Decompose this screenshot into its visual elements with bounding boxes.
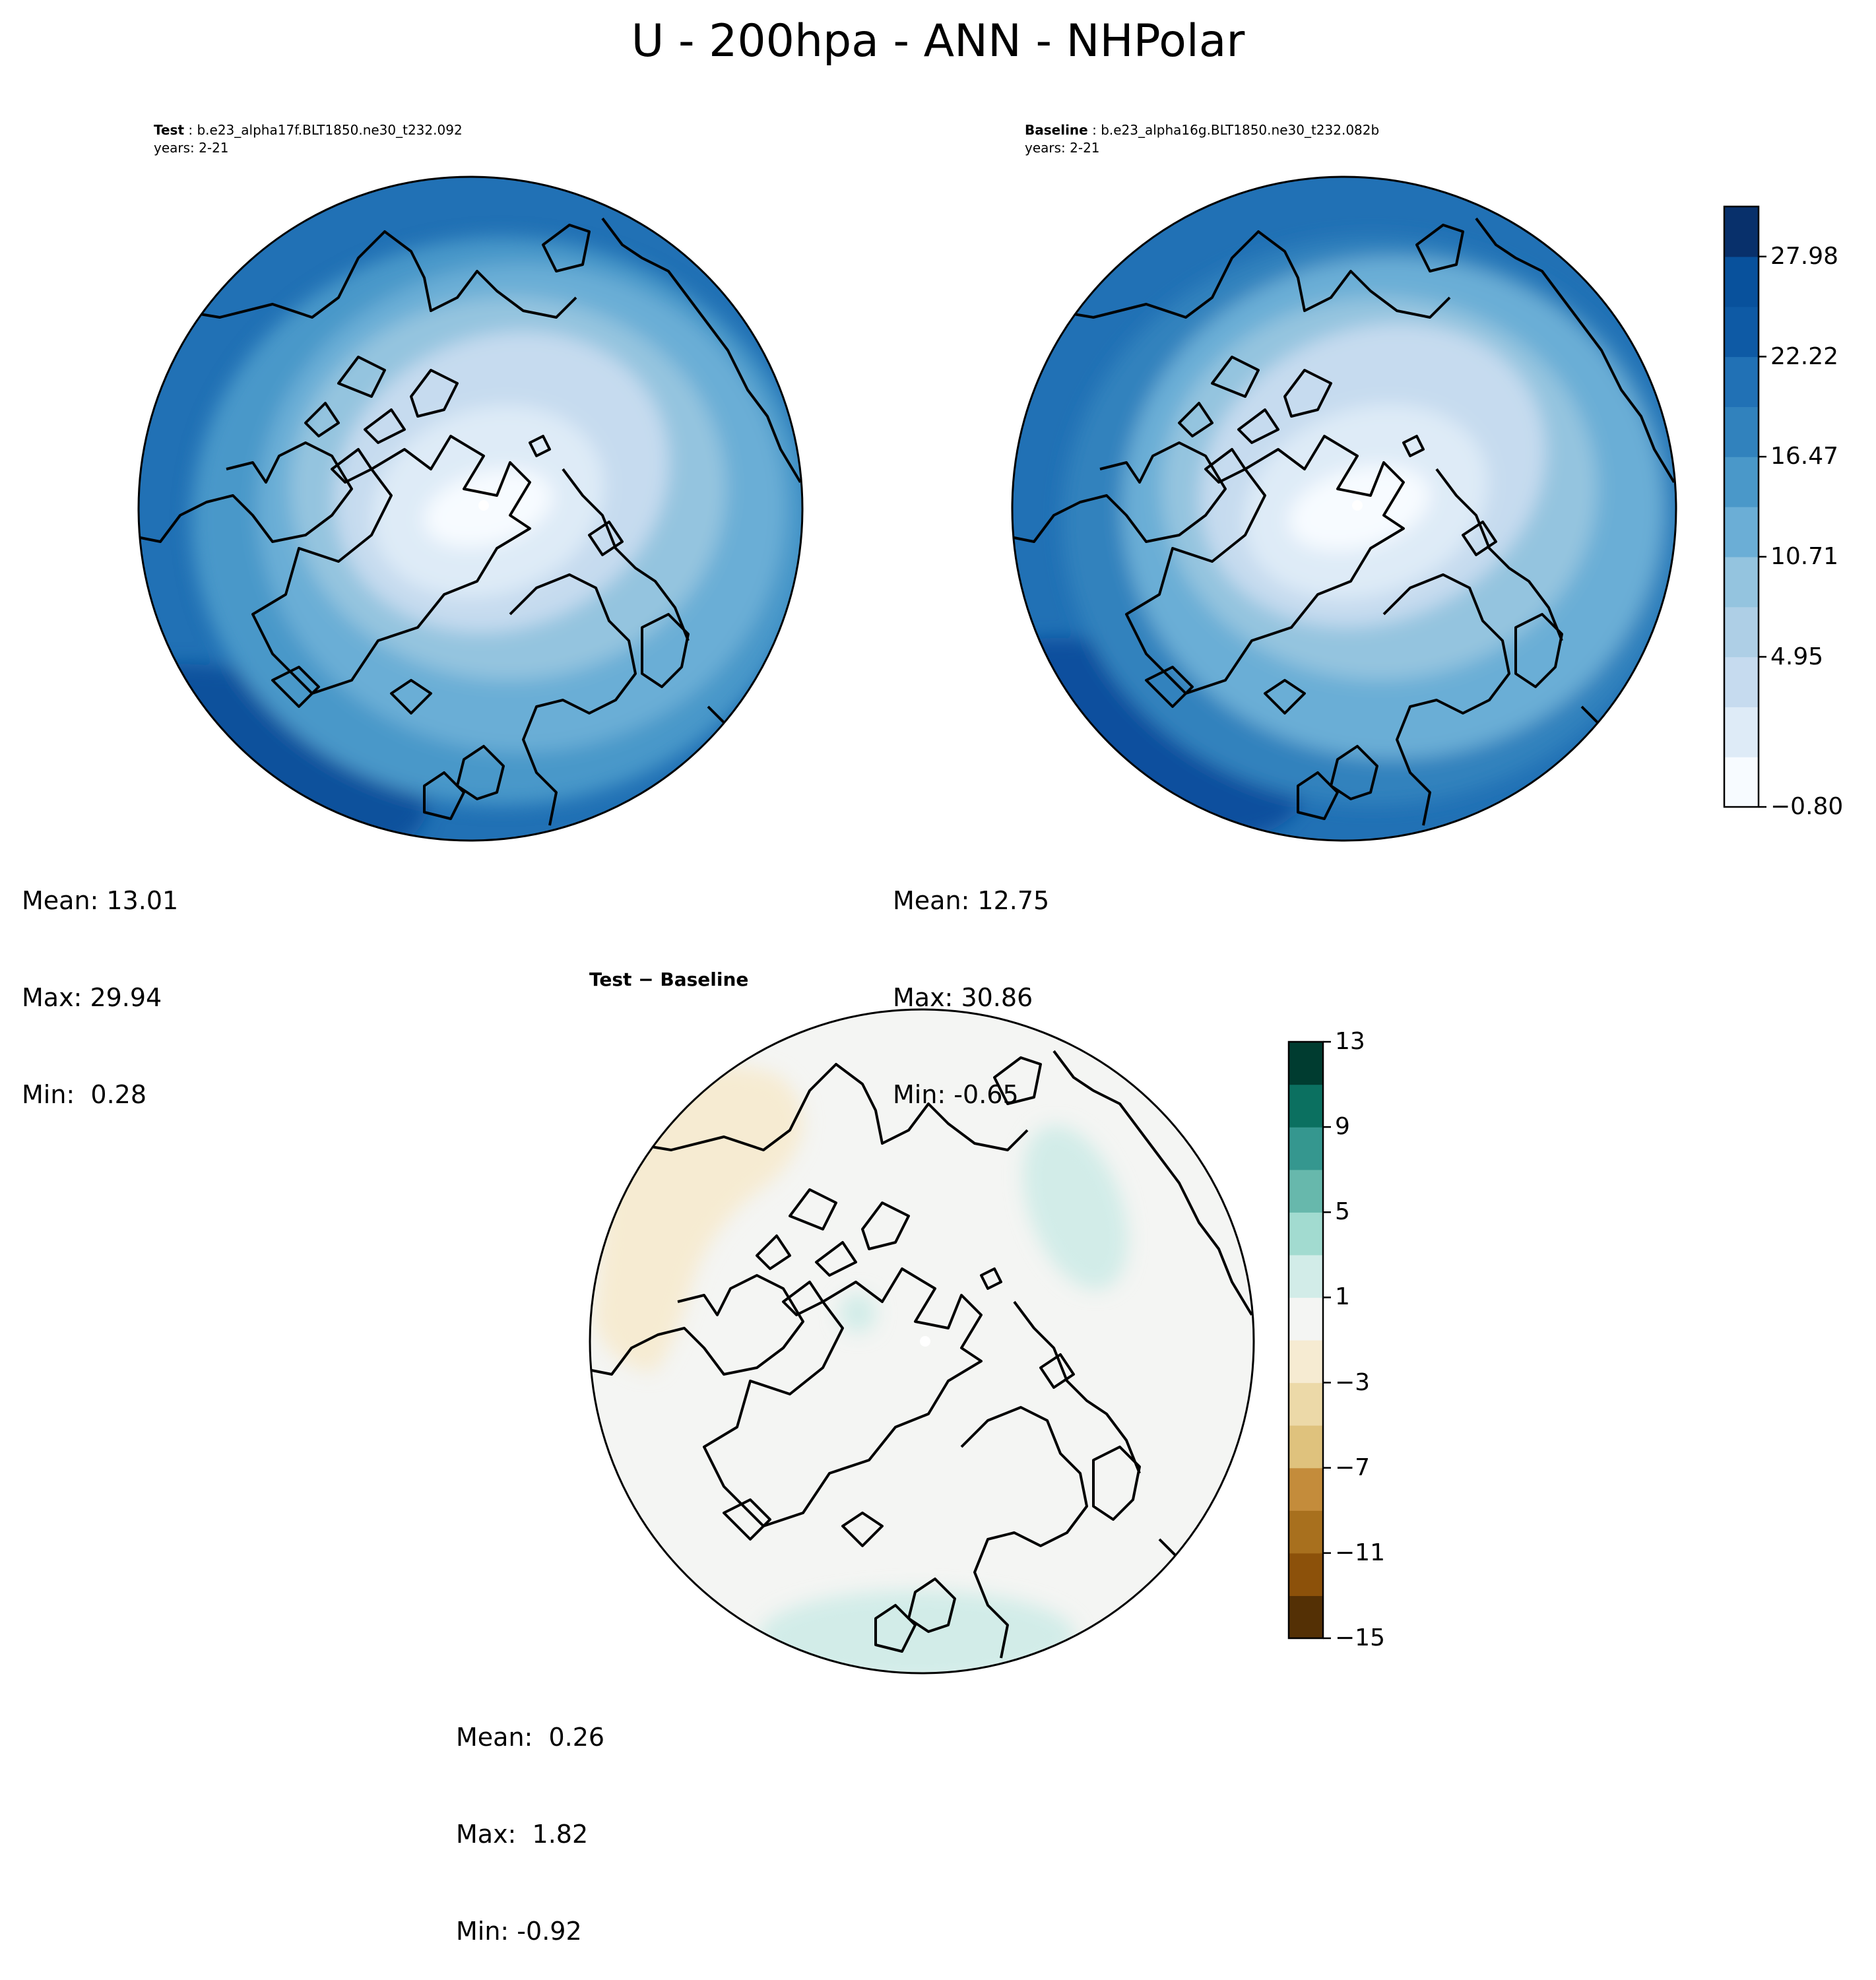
test-map: [137, 176, 804, 842]
diff-colorbar-swatch: [1289, 1595, 1323, 1639]
diff-colorbar-tick-label: 13: [1335, 1028, 1365, 1055]
diff-colorbar-swatch: [1289, 1425, 1323, 1469]
diff-colorbar-tick-label: −7: [1335, 1453, 1371, 1481]
figure-title: U - 200hpa - ANN - NHPolar: [631, 15, 1245, 67]
diff-colorbar-swatch: [1289, 1467, 1323, 1511]
diff-map: [589, 1008, 1255, 1675]
diff-colorbar-tick-label: −11: [1335, 1539, 1385, 1566]
diff-colorbar-swatch: [1289, 1297, 1323, 1341]
main-colorbar-swatch: [1724, 507, 1759, 558]
diff-colorbar-swatch: [1289, 1552, 1323, 1597]
main-colorbar-swatch: [1724, 556, 1759, 608]
diff-positive-region-arctic: [839, 1293, 876, 1333]
baseline-case-name: b.e23_alpha16g.BLT1850.ne30_t232.082b: [1101, 122, 1380, 138]
main-colorbar-tick-label: 10.71: [1770, 542, 1839, 570]
diff-panel-title: Test − Baseline: [589, 969, 749, 990]
diff-colorbar: [1287, 1040, 1331, 1640]
baseline-max: Max: 30.86: [893, 983, 1033, 1012]
diff-colorbar-tick-label: −15: [1335, 1624, 1385, 1651]
test-years: years: 2-21: [154, 140, 229, 156]
diff-colorbar-tick-label: 1: [1335, 1283, 1350, 1311]
test-panel-title: Test : b.e23_alpha17f.BLT1850.ne30_t232.…: [154, 122, 463, 138]
diff-colorbar-swatch: [1289, 1169, 1323, 1213]
diff-colorbar-tick-label: 5: [1335, 1198, 1350, 1226]
diff-stats: Mean: 0.26 Max: 1.82 Min: -0.92: [456, 1657, 604, 1980]
main-colorbar-tick-label: −0.80: [1770, 793, 1844, 820]
test-max: Max: 29.94: [22, 983, 162, 1012]
diff-min: Min: -0.92: [456, 1917, 582, 1946]
test-field-core: [424, 468, 553, 548]
diff-positive-region-asia: [1023, 1125, 1128, 1290]
main-colorbar-swatch: [1724, 606, 1759, 658]
diff-colorbar-tick-label: −3: [1335, 1368, 1371, 1396]
diff-colorbar-swatch: [1289, 1254, 1323, 1298]
main-colorbar-swatch: [1724, 207, 1759, 257]
main-colorbar-swatch: [1724, 707, 1759, 757]
diff-positive-region-atlantic: [759, 1590, 1076, 1673]
main-colorbar-tick-label: 4.95: [1770, 643, 1824, 670]
main-colorbar-swatch: [1724, 757, 1759, 808]
baseline-label: Baseline: [1025, 122, 1088, 138]
test-mean: Mean: 13.01: [22, 886, 179, 915]
baseline-stats: Mean: 12.75 Max: 30.86 Min: -0.65: [893, 820, 1049, 1143]
baseline-mean: Mean: 12.75: [893, 886, 1050, 915]
test-label: Test: [154, 122, 185, 138]
diff-colorbar-swatch: [1289, 1340, 1323, 1384]
main-colorbar-swatch: [1724, 356, 1759, 407]
main-colorbar-swatch: [1724, 306, 1759, 358]
main-colorbar-swatch: [1724, 457, 1759, 507]
test-min: Min: 0.28: [22, 1080, 146, 1109]
diff-colorbar-frame: [1287, 1040, 1324, 1640]
baseline-panel-title: Baseline : b.e23_alpha16g.BLT1850.ne30_t…: [1025, 122, 1380, 138]
main-colorbar-swatch: [1724, 656, 1759, 707]
baseline-map: [1011, 176, 1677, 842]
diff-colorbar-swatch: [1289, 1084, 1323, 1128]
main-colorbar: [1723, 205, 1766, 808]
main-colorbar-swatch: [1724, 256, 1759, 307]
main-colorbar-tick-label: 22.22: [1770, 342, 1839, 370]
test-case-name: b.e23_alpha17f.BLT1850.ne30_t232.092: [197, 122, 463, 138]
diff-colorbar-swatch: [1289, 1127, 1323, 1170]
diff-colorbar-swatch: [1289, 1212, 1323, 1256]
diff-colorbar-swatch: [1289, 1382, 1323, 1426]
diff-colorbar-swatch: [1289, 1042, 1323, 1085]
diff-colorbar-tick-label: 9: [1335, 1113, 1350, 1141]
main-colorbar-swatch: [1724, 406, 1759, 457]
main-colorbar-frame: [1723, 205, 1760, 808]
diff-colorbar-swatch: [1289, 1510, 1323, 1554]
main-colorbar-tick-label: 16.47: [1770, 443, 1839, 470]
diff-mean: Mean: 0.26: [456, 1723, 605, 1752]
main-colorbar-tick-label: 27.98: [1770, 242, 1839, 270]
maps-canvas: [137, 176, 1766, 1675]
baseline-years: years: 2-21: [1025, 140, 1100, 156]
test-stats: Mean: 13.01 Max: 29.94 Min: 0.28: [22, 820, 178, 1143]
diff-max: Max: 1.82: [456, 1820, 589, 1849]
baseline-min: Min: -0.65: [893, 1080, 1019, 1109]
